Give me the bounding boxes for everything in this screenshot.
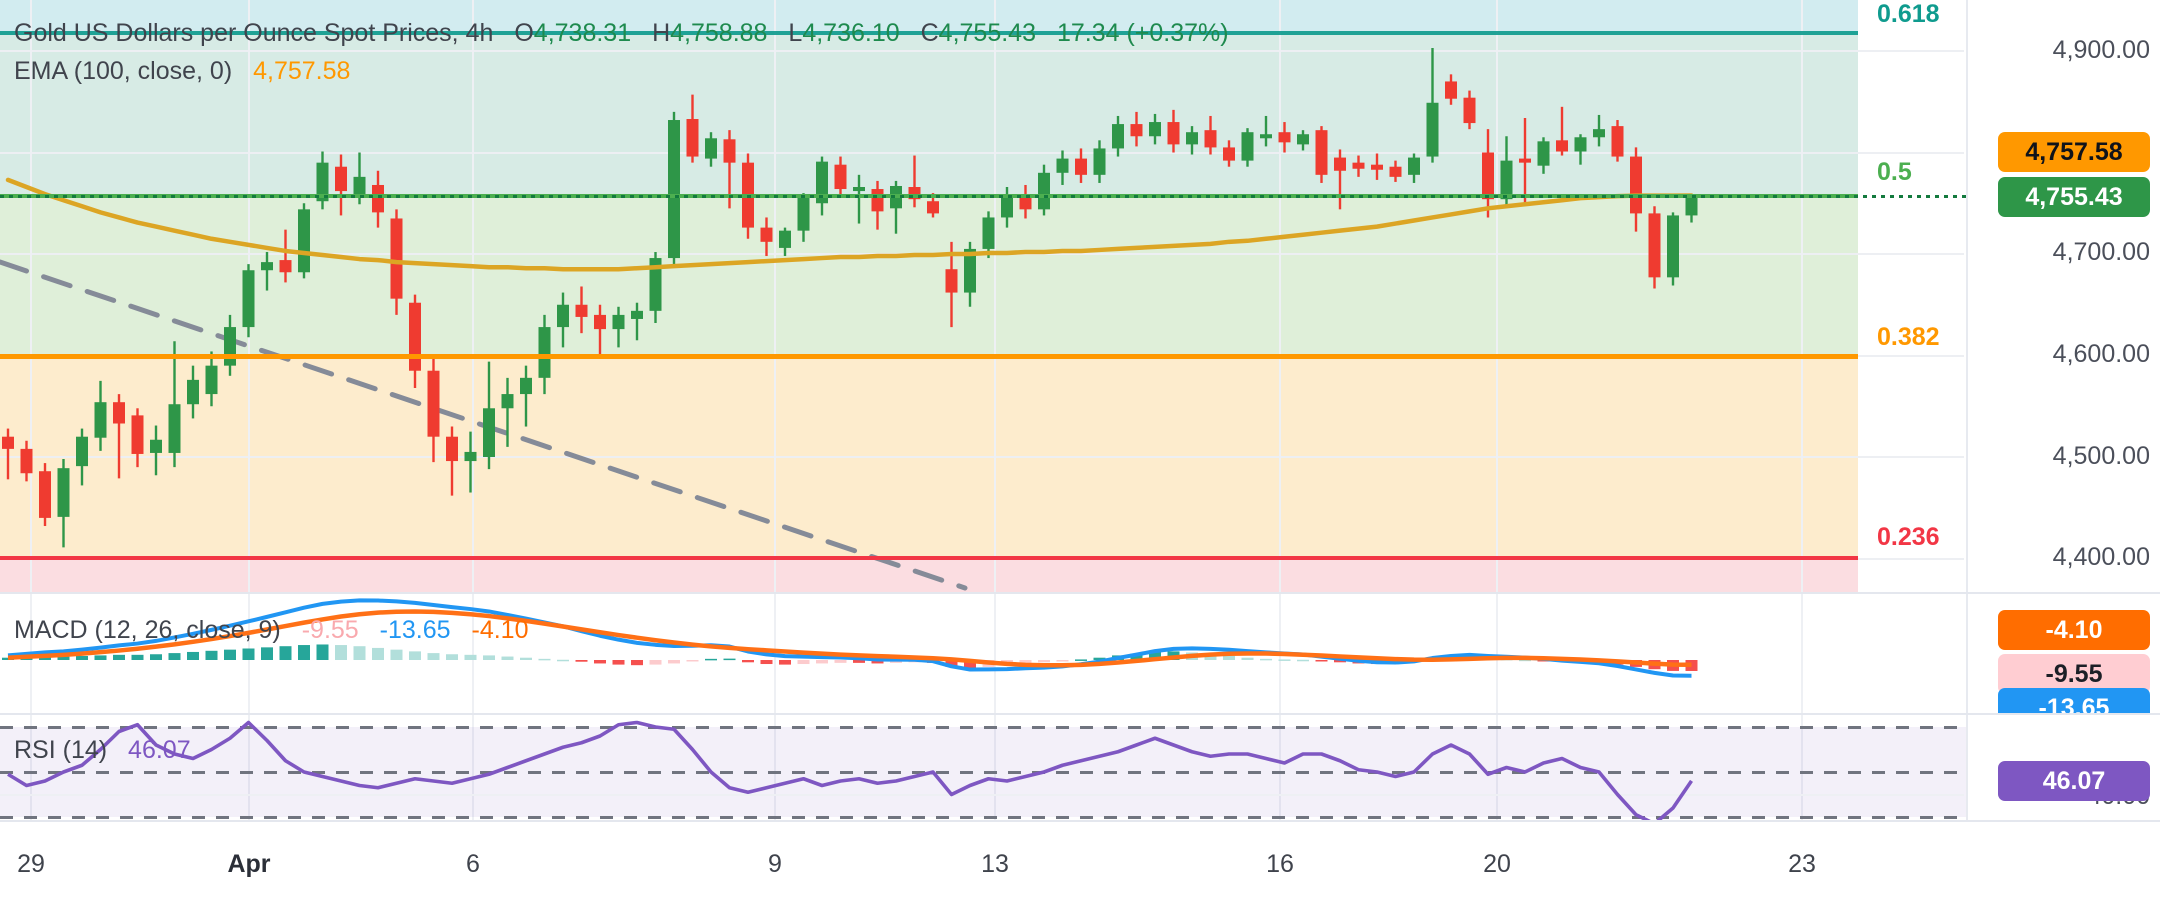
- candlestick-canvas[interactable]: [0, 0, 1966, 592]
- macd-hist-badge: -9.55: [1998, 654, 2150, 694]
- gridline-horizontal: [0, 456, 1964, 458]
- pane-separator-2[interactable]: [0, 713, 2160, 715]
- time-label: Apr: [227, 850, 271, 878]
- rsi-pane[interactable]: [0, 715, 2160, 820]
- pane-separator-1[interactable]: [0, 592, 2160, 594]
- gridline-vertical: [1801, 594, 1803, 713]
- gridline-vertical: [248, 715, 250, 820]
- last-price-line: [0, 195, 1966, 198]
- rsi-legend-value: 46.07: [128, 736, 191, 764]
- gridline-vertical: [1801, 0, 1803, 592]
- price-axis-border: [1966, 0, 1968, 820]
- price-label: 4,700.00: [2052, 238, 2150, 266]
- macd-line-value: -13.65: [379, 616, 451, 644]
- symbol-legend[interactable]: Gold US Dollars per Ounce Spot Prices, 4…: [14, 19, 1229, 48]
- ohlc-open: 4,738.31: [533, 19, 632, 47]
- fib-zone-above-618: [0, 0, 1858, 33]
- ohlc-change: 17.34 (+0.37%): [1056, 19, 1229, 47]
- gridline-vertical: [472, 0, 474, 592]
- gridline-vertical: [1496, 0, 1498, 592]
- last-price-badge: 4,755.43: [1998, 177, 2150, 217]
- ohlc-close-label: C: [920, 19, 939, 47]
- fib-zone-618-50: [0, 33, 1858, 196]
- time-label: 20: [1483, 850, 1511, 878]
- gridline-vertical: [774, 0, 776, 592]
- ema-price-badge: 4,757.58: [1998, 132, 2150, 172]
- time-label: 16: [1266, 850, 1294, 878]
- time-label: 23: [1788, 850, 1816, 878]
- ohlc-open-label: O: [514, 19, 534, 47]
- fib-line-382[interactable]: [0, 354, 1858, 359]
- gridline-vertical: [1496, 715, 1498, 820]
- macd-pane[interactable]: [0, 594, 2160, 713]
- macd-line-badge: -13.65: [1998, 688, 2150, 713]
- gridline-vertical: [1496, 594, 1498, 713]
- rsi-upper-band-line: [0, 726, 1966, 729]
- rsi-middle-band-line: [0, 771, 1966, 774]
- time-label: 6: [466, 850, 480, 878]
- fib-label-50: 0.5: [1877, 158, 1912, 186]
- gridline-horizontal: [0, 50, 1964, 52]
- price-pane[interactable]: 0.618 0.5 0.382 0.236 Gold US Dollars pe…: [0, 0, 2160, 592]
- ohlc-high: 4,758.88: [670, 19, 768, 47]
- rsi-canvas[interactable]: [0, 715, 1966, 820]
- pane-separator-3[interactable]: [0, 820, 2160, 822]
- symbol-title: Gold US Dollars per Ounce Spot Prices, 4…: [14, 19, 494, 47]
- macd-legend-label: MACD (12, 26, close, 9): [14, 616, 281, 644]
- gridline-vertical: [1279, 715, 1281, 820]
- macd-canvas[interactable]: [0, 594, 1966, 713]
- ema-legend-label: EMA (100, close, 0): [14, 57, 233, 85]
- gridline-vertical: [774, 715, 776, 820]
- gridline-vertical: [1279, 0, 1281, 592]
- fib-label-618: 0.618: [1877, 0, 1940, 28]
- price-label: 4,600.00: [2052, 340, 2150, 368]
- fib-line-236[interactable]: [0, 556, 1858, 560]
- price-label: 4,500.00: [2052, 442, 2150, 470]
- gridline-vertical: [472, 594, 474, 713]
- ohlc-low: 4,736.10: [802, 19, 900, 47]
- gridline-horizontal: [0, 151, 1964, 154]
- fib-label-382: 0.382: [1877, 323, 1940, 351]
- gridline-vertical: [30, 715, 32, 820]
- ohlc-high-label: H: [652, 19, 671, 47]
- gridline-vertical: [1801, 715, 1803, 820]
- macd-hist-value: -9.55: [301, 616, 359, 644]
- macd-line-badge-clip: -13.65: [1998, 688, 2150, 713]
- ema-legend-value: 4,757.58: [253, 57, 351, 85]
- gridline-vertical: [30, 0, 32, 592]
- gridline-vertical: [994, 715, 996, 820]
- time-label: 29: [17, 850, 45, 878]
- gridline-vertical: [472, 715, 474, 820]
- macd-signal-value: -4.10: [471, 616, 529, 644]
- ema-legend[interactable]: EMA (100, close, 0) 4,757.58: [14, 57, 350, 86]
- time-label: 13: [981, 850, 1009, 878]
- fib-line-618[interactable]: [0, 31, 1858, 35]
- price-label: 4,400.00: [2052, 543, 2150, 571]
- gridline-vertical: [994, 0, 996, 592]
- rsi-lower-band-line: [0, 816, 1966, 819]
- time-label: 9: [768, 850, 782, 878]
- rsi-legend[interactable]: RSI (14) 46.07: [14, 736, 191, 765]
- gridline-vertical: [994, 594, 996, 713]
- macd-legend[interactable]: MACD (12, 26, close, 9) -9.55 -13.65 -4.…: [14, 616, 528, 645]
- macd-signal-badge: -4.10: [1998, 610, 2150, 650]
- fib-label-236: 0.236: [1877, 523, 1940, 551]
- time-axis[interactable]: 29 Apr 6 9 13 16 20 23: [0, 822, 2160, 901]
- ohlc-close: 4,755.43: [938, 19, 1036, 47]
- rsi-gridline-40: [0, 794, 1964, 796]
- ohlc-low-label: L: [788, 19, 803, 47]
- rsi-legend-label: RSI (14): [14, 736, 108, 764]
- rsi-value-badge: 46.07: [1998, 761, 2150, 801]
- price-label: 4,900.00: [2052, 36, 2150, 64]
